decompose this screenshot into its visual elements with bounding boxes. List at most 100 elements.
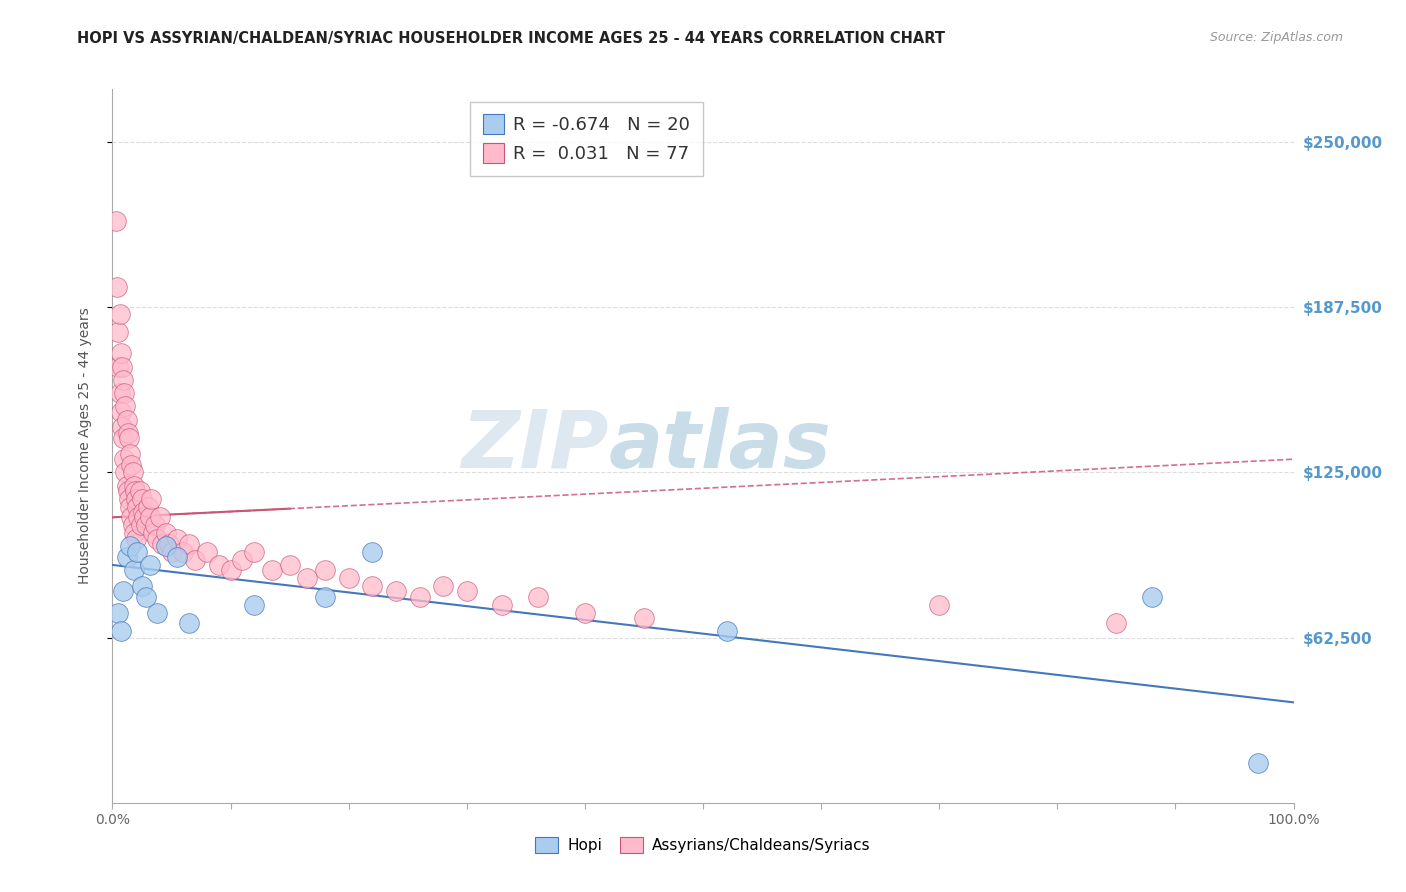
Y-axis label: Householder Income Ages 25 - 44 years: Householder Income Ages 25 - 44 years — [77, 308, 91, 584]
Point — [146, 606, 169, 620]
Point — [117, 425, 139, 440]
Point — [716, 624, 738, 638]
Point — [166, 532, 188, 546]
Point — [260, 563, 283, 577]
Point — [1140, 590, 1163, 604]
Point — [136, 500, 159, 514]
Point — [361, 545, 384, 559]
Point — [131, 579, 153, 593]
Point — [124, 483, 146, 498]
Point — [179, 537, 201, 551]
Text: atlas: atlas — [609, 407, 831, 485]
Point — [155, 540, 177, 554]
Point — [432, 579, 454, 593]
Point — [122, 563, 145, 577]
Point — [112, 431, 135, 445]
Text: HOPI VS ASSYRIAN/CHALDEAN/SYRIAC HOUSEHOLDER INCOME AGES 25 - 44 YEARS CORRELATI: HOPI VS ASSYRIAN/CHALDEAN/SYRIAC HOUSEHO… — [77, 31, 945, 46]
Point — [127, 510, 149, 524]
Point — [633, 611, 655, 625]
Point — [491, 598, 513, 612]
Point — [149, 510, 172, 524]
Point — [385, 584, 408, 599]
Point — [127, 545, 149, 559]
Point — [112, 386, 135, 401]
Point — [107, 359, 129, 374]
Point — [135, 590, 157, 604]
Point — [121, 518, 143, 533]
Point — [526, 590, 548, 604]
Point — [115, 549, 138, 564]
Point — [107, 326, 129, 340]
Point — [141, 491, 163, 506]
Point — [120, 500, 142, 514]
Point — [112, 373, 135, 387]
Point — [139, 510, 162, 524]
Point — [150, 537, 173, 551]
Point — [928, 598, 950, 612]
Point — [111, 420, 134, 434]
Text: ZIP: ZIP — [461, 407, 609, 485]
Legend: Hopi, Assyrians/Chaldeans/Syriacs: Hopi, Assyrians/Chaldeans/Syriacs — [529, 831, 877, 859]
Point — [131, 491, 153, 506]
Point — [108, 386, 131, 401]
Point — [114, 466, 136, 480]
Point — [243, 598, 266, 612]
Point — [160, 545, 183, 559]
Point — [155, 526, 177, 541]
Text: Source: ZipAtlas.com: Source: ZipAtlas.com — [1209, 31, 1343, 45]
Point — [118, 431, 141, 445]
Point — [166, 549, 188, 564]
Point — [128, 483, 150, 498]
Point — [139, 558, 162, 572]
Point — [135, 518, 157, 533]
Point — [172, 545, 194, 559]
Point — [120, 540, 142, 554]
Point — [195, 545, 218, 559]
Point — [110, 624, 132, 638]
Point — [314, 590, 336, 604]
Point — [408, 590, 430, 604]
Point — [121, 466, 143, 480]
Point — [120, 447, 142, 461]
Point — [118, 491, 141, 506]
Point — [112, 584, 135, 599]
Point — [114, 400, 136, 414]
Point — [143, 518, 166, 533]
Point — [337, 571, 360, 585]
Point — [127, 500, 149, 514]
Point — [110, 346, 132, 360]
Point — [110, 404, 132, 418]
Point — [120, 510, 142, 524]
Point — [122, 526, 145, 541]
Point — [297, 571, 319, 585]
Point — [112, 452, 135, 467]
Point — [142, 526, 165, 541]
Point — [179, 616, 201, 631]
Point — [115, 412, 138, 426]
Point — [314, 563, 336, 577]
Point — [1105, 616, 1128, 631]
Point — [231, 552, 253, 566]
Point — [115, 478, 138, 492]
Point — [157, 537, 180, 551]
Point — [146, 532, 169, 546]
Point — [243, 545, 266, 559]
Point — [361, 579, 384, 593]
Point — [122, 478, 145, 492]
Point — [134, 510, 156, 524]
Point — [108, 307, 131, 321]
Point — [117, 483, 139, 498]
Point — [107, 606, 129, 620]
Point — [120, 458, 142, 472]
Point — [105, 280, 128, 294]
Point — [184, 552, 207, 566]
Point — [278, 558, 301, 572]
Point — [111, 359, 134, 374]
Point — [456, 584, 478, 599]
Point — [1247, 756, 1270, 771]
Point — [208, 558, 231, 572]
Point — [125, 532, 148, 546]
Point — [129, 518, 152, 533]
Point — [132, 505, 155, 519]
Point — [105, 214, 128, 228]
